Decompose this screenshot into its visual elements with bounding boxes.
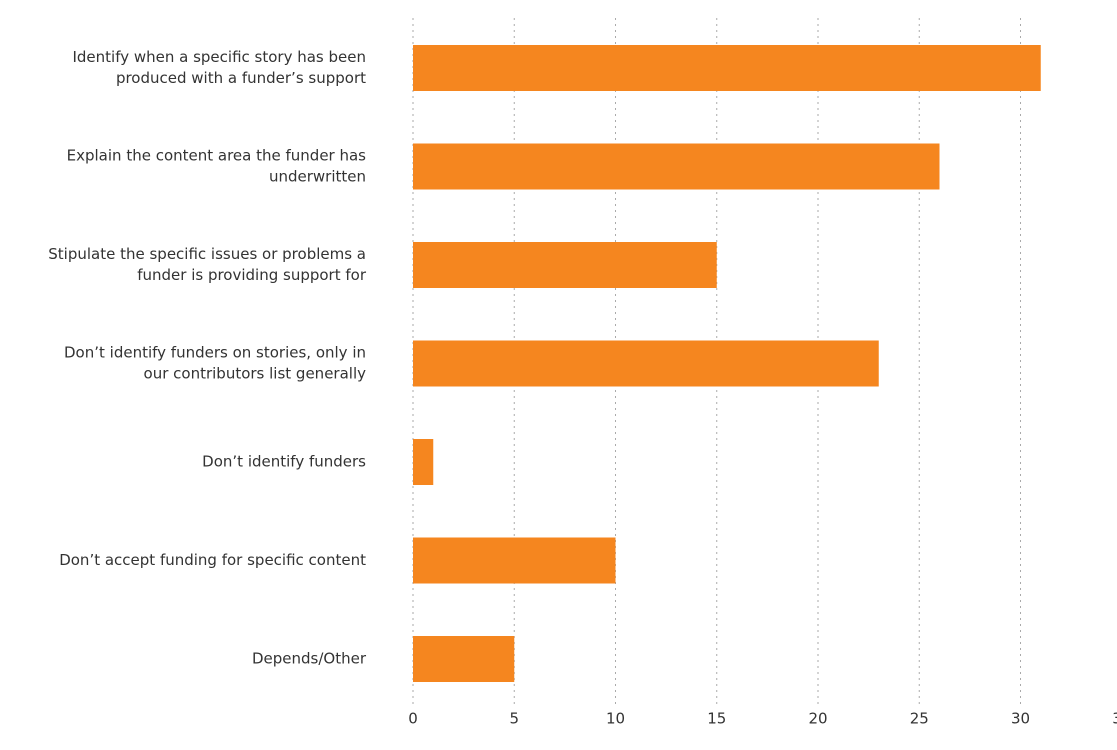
x-tick-label: 5 xyxy=(509,710,519,728)
bars xyxy=(413,45,1041,682)
x-tick-label: 10 xyxy=(606,710,625,728)
x-axis-tick-labels: 0 5 10 15 20 25 30 35 xyxy=(408,710,1117,728)
category-label: produced with a funder’s support xyxy=(116,69,366,87)
category-label: Explain the content area the funder has xyxy=(67,147,367,165)
category-label: Stipulate the specific issues or problem… xyxy=(48,245,366,263)
category-label: underwritten xyxy=(269,168,366,186)
bar xyxy=(413,143,940,190)
category-label: Depends/Other xyxy=(252,650,367,668)
x-tick-label: 0 xyxy=(408,710,418,728)
category-labels: Identify when a specific story has been p… xyxy=(48,48,367,668)
x-tick-label: 35 xyxy=(1112,710,1117,728)
category-label: Identify when a specific story has been xyxy=(72,48,366,66)
grid-lines xyxy=(412,18,1021,708)
x-tick-label: 20 xyxy=(808,710,827,728)
bar xyxy=(413,439,434,485)
x-tick-label: 30 xyxy=(1011,710,1030,728)
category-label: Don’t identify funders on stories, only … xyxy=(64,344,366,362)
category-label: funder is providing support for xyxy=(137,266,367,284)
bar xyxy=(413,340,879,387)
category-label: Don’t identify funders xyxy=(202,453,366,471)
category-label: Don’t accept funding for specific conten… xyxy=(59,551,366,569)
bar xyxy=(413,636,515,682)
x-tick-label: 15 xyxy=(707,710,726,728)
category-label: our contributors list generally xyxy=(144,365,367,383)
bar xyxy=(413,537,616,584)
bar xyxy=(413,242,717,288)
bar xyxy=(413,45,1041,91)
x-tick-label: 25 xyxy=(910,710,929,728)
